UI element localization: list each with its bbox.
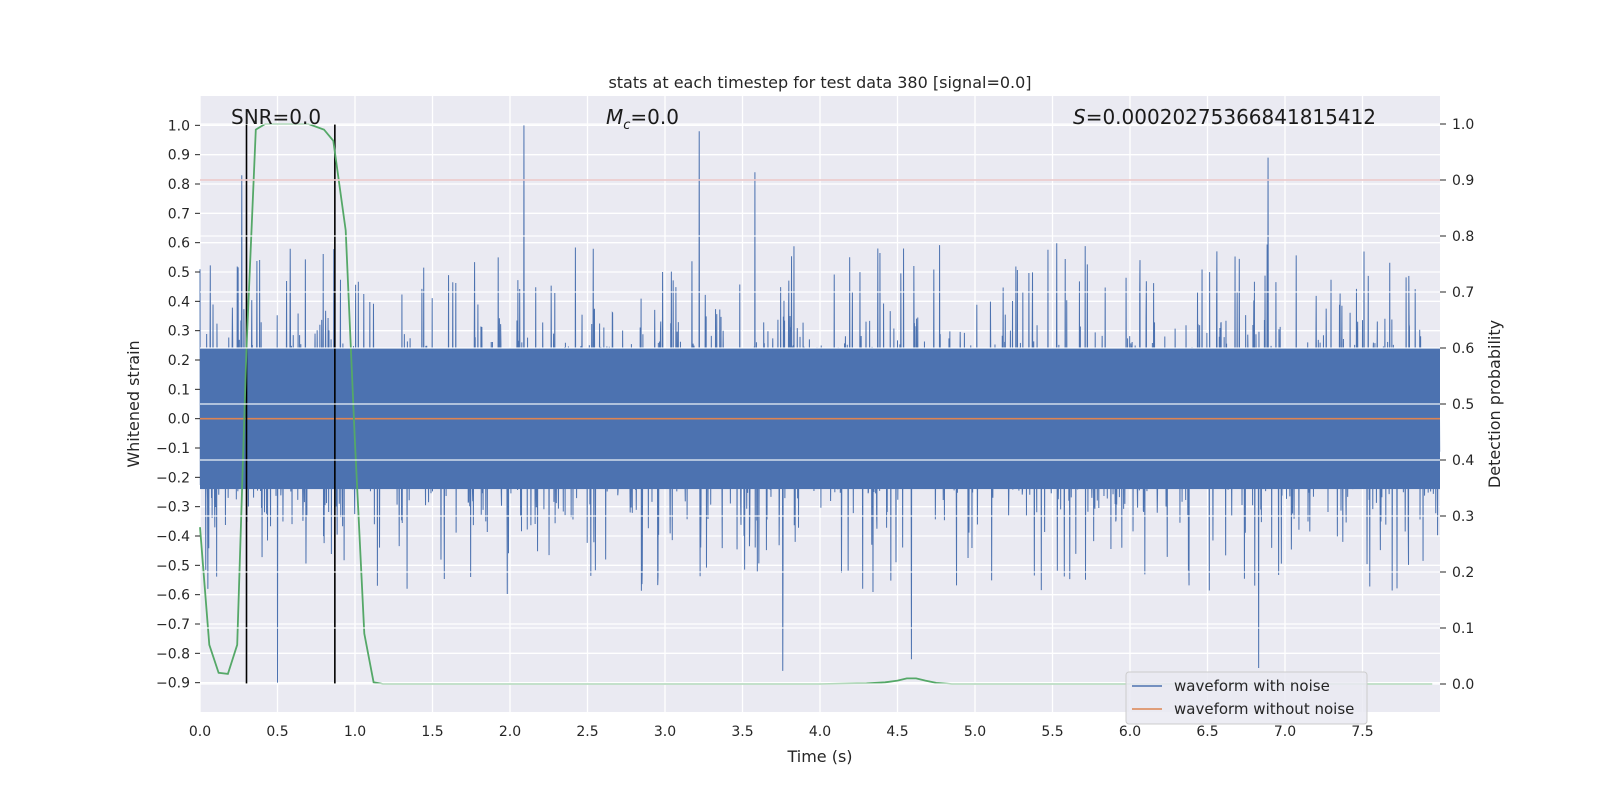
y-left-tick-label: 0.6 (168, 236, 190, 252)
legend: waveform with noise waveform without noi… (1125, 671, 1368, 725)
x-tick-label: 0.5 (266, 724, 288, 740)
x-tick-label: 4.5 (886, 724, 908, 740)
y-right-tick-label: 0.8 (1452, 229, 1474, 245)
x-tick-label: 0.0 (189, 724, 211, 740)
y-left-tick-label: −0.2 (156, 470, 190, 486)
x-tick-label: 7.0 (1274, 724, 1296, 740)
x-tick-label: 3.0 (654, 724, 676, 740)
y-left-tick-label: 0.2 (168, 353, 190, 369)
x-tick-label: 2.5 (576, 724, 598, 740)
x-tick-label: 5.0 (964, 724, 986, 740)
x-tick-label: 1.5 (421, 724, 443, 740)
chart-title: stats at each timestep for test data 380… (608, 73, 1031, 92)
y-left-tick-label: 0.3 (168, 324, 190, 340)
x-axis-title: Time (s) (786, 747, 852, 766)
x-tick-label: 5.5 (1041, 724, 1063, 740)
detection-probability-series (199, 123, 1433, 685)
y-right-axis-title: Detection probability (1485, 320, 1504, 488)
y-left-tick-label: −0.3 (156, 500, 190, 516)
y-left-tick-label: 0.9 (168, 148, 190, 164)
x-tick-label: 6.0 (1119, 724, 1141, 740)
y-left-tick-label: −0.1 (156, 441, 190, 457)
score-symbol: S (1073, 105, 1086, 129)
y-left-tick-label: 0.8 (168, 177, 190, 193)
y-right-tick-label: 0.2 (1452, 565, 1474, 581)
y-left-tick-label: −0.4 (156, 529, 190, 545)
chirp-mass-subscript: c (623, 118, 630, 133)
legend-label-clean: waveform without noise (1174, 700, 1354, 718)
y-left-axis-title: Whitened strain (124, 340, 143, 467)
y-left-tick-label: 1.0 (168, 118, 190, 134)
legend-label-noise: waveform with noise (1174, 677, 1330, 695)
y-left-tick-label: −0.5 (156, 558, 190, 574)
y-right-tick-label: 0.3 (1452, 509, 1474, 525)
y-right-tick-label: 0.5 (1452, 397, 1474, 413)
y-right-tick-label: 0.1 (1452, 621, 1474, 637)
x-tick-label: 7.5 (1351, 724, 1373, 740)
x-tick-label: 2.0 (499, 724, 521, 740)
y-left-tick-label: −0.6 (156, 588, 190, 604)
x-tick-label: 4.0 (809, 724, 831, 740)
snr-annotation: SNR=0.0 (231, 105, 321, 129)
y-right-tick-label: 0.0 (1452, 677, 1474, 693)
detection-probability-line (199, 123, 1433, 685)
y-right-tick-label: 0.4 (1452, 453, 1474, 469)
score-value: =0.00020275366841815412 (1086, 105, 1376, 129)
y-right-tick-label: 1.0 (1452, 117, 1474, 133)
x-tick-label: 1.0 (344, 724, 366, 740)
x-axis-ticks: 0.0 0.5 1.0 1.5 2.0 2.5 3.0 3.5 4.0 4.5 5.0 5.5 6.0 6… (189, 724, 1374, 740)
y-left-tick-label: 0.4 (168, 294, 190, 310)
y-right-tick-label: 0.9 (1452, 173, 1474, 189)
y-left-axis-ticks: −0.9 −0.8 −0.7 −0.6 −0.5 −0.4 −0.3 −0.2 −0.1 0.0 0… (156, 118, 200, 692)
chirp-mass-value: =0.0 (630, 105, 679, 129)
chirp-mass-annotation: Mc=0.0 (606, 105, 679, 133)
grid-overlay (200, 123, 1440, 685)
score-annotation: S=0.00020275366841815412 (1073, 105, 1376, 129)
chirp-mass-symbol: M (606, 105, 623, 129)
y-left-tick-label: 0.7 (168, 206, 190, 222)
x-tick-label: 3.5 (731, 724, 753, 740)
y-left-tick-label: 0.1 (168, 382, 190, 398)
y-left-tick-label: −0.9 (156, 676, 190, 692)
y-left-tick-label: −0.7 (156, 617, 190, 633)
legend-box (1125, 671, 1368, 725)
y-right-tick-label: 0.7 (1452, 285, 1474, 301)
y-left-tick-label: −0.8 (156, 646, 190, 662)
x-tick-label: 6.5 (1196, 724, 1218, 740)
y-right-axis-ticks: 0.0 0.1 0.2 0.3 0.4 0.5 0.6 0.7 0.8 0.9 1.0 (1440, 117, 1474, 693)
y-left-tick-label: 0.0 (168, 412, 190, 428)
y-left-tick-label: 0.5 (168, 265, 190, 281)
y-right-tick-label: 0.6 (1452, 341, 1474, 357)
